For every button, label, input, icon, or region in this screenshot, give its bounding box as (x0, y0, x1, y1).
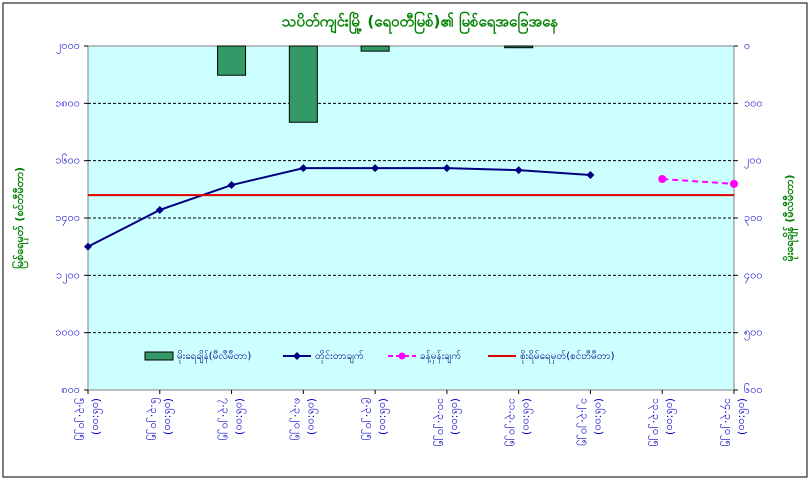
y-tick-label: ၁၀၀၀ (55, 326, 80, 339)
y2-tick-label: ၄၀၀ (744, 268, 763, 283)
x-tick-time: (၀၆:၀၀) (305, 398, 318, 435)
y2-tick-label: ၃၀၀ (744, 211, 763, 226)
x-tick-label: ၆.၃.၂၀၂၅ (146, 398, 161, 441)
y-tick-label: ၈၀၀ (61, 383, 80, 396)
x-tick-label: ၅.၃.၂၀၂၅ (74, 398, 89, 441)
measured-point (586, 171, 595, 179)
x-tick-label: ၉.၃.၂၀၂၅ (361, 398, 376, 441)
y-tick-label: ၁၂၀၀ (56, 268, 80, 283)
y2-tick-label: ၁၀၀ (744, 96, 763, 109)
y-tick-label: ၂၀၀၀ (56, 39, 80, 54)
x-tick-time: (၀၆:၀၀) (90, 398, 103, 435)
measured-point (227, 181, 236, 190)
y-tick-label: ၁၆၀၀ (55, 154, 80, 167)
x-tick-time: (၀၆:၀၀) (162, 398, 175, 435)
forecast-point (658, 175, 667, 184)
measured-point (442, 164, 451, 173)
measured-point (84, 242, 92, 251)
rain-bar (504, 45, 534, 49)
series-line (87, 167, 591, 248)
x-tick-time: (၀၆:၀၀) (449, 398, 462, 435)
x-tick-label: ၁၁.၃.၂၀၂၅ (505, 398, 520, 447)
measured-point (299, 164, 308, 173)
y2-axis-label: မိုးရေချိန် (မီလီမီတာ) (782, 175, 799, 262)
x-tick-label: ၁၄.၃.၂၀၂၅ (720, 398, 735, 447)
x-tick-label: ၁၀.၃.၂၀၂၅ (433, 398, 448, 447)
y2-tick-label: ၀ (744, 39, 750, 52)
x-tick-time: (၀၆:၀၀) (234, 398, 247, 435)
rain-bar (217, 45, 247, 76)
forecast-point (730, 179, 738, 188)
legend-label: တိုင်းတာချက် (315, 349, 364, 364)
y2-tick-label: ၅၀၀ (744, 326, 763, 341)
measured-point (155, 205, 164, 214)
legend-swatch (144, 351, 174, 361)
x-tick-time: (၀၆:၀၀) (664, 398, 677, 435)
legend-marker (398, 352, 406, 360)
legend-marker (293, 352, 301, 360)
legend-label: မိုးရေချိန်(မီလီမီတာ) (177, 349, 251, 364)
measured-point (371, 164, 380, 173)
legend-label: စိုးရိမ်ရေမှတ်(စင်တီမီတာ) (520, 349, 615, 364)
x-tick-time: (၀၆:၀၀) (377, 398, 390, 435)
rain-bar (288, 45, 318, 123)
rain-bar (360, 45, 390, 52)
x-tick-label: ၈.၃.၂၀၂၅ (289, 398, 304, 441)
x-tick-label: ၇.၃.၂၀၂၅ (218, 398, 233, 441)
legend-label: ခန့်မှန်းချက် (420, 349, 461, 364)
x-tick-time: (၀၆:၀၀) (521, 398, 534, 435)
x-tick-time: (၀၆:၀၀) (736, 398, 749, 435)
y-tick-label: ၁၄၀၀ (55, 211, 80, 226)
measured-point (514, 166, 523, 175)
y-axis-label: မြစ်ရေမှတ် (စင်တီမီတာ) (11, 167, 29, 269)
x-tick-label: ၁၂.၃.၂၀၂၅ (576, 398, 591, 446)
x-tick-label: ၁၃.၃.၂၀၂၅ (648, 398, 663, 447)
y2-tick-label: ၆၀၀ (744, 383, 763, 396)
series-line (662, 178, 735, 185)
y-tick-label: ၁၈၀၀ (55, 96, 80, 109)
y2-tick-label: ၂၀၀ (744, 154, 762, 169)
x-tick-time: (၀၆:၀၀) (592, 398, 605, 435)
